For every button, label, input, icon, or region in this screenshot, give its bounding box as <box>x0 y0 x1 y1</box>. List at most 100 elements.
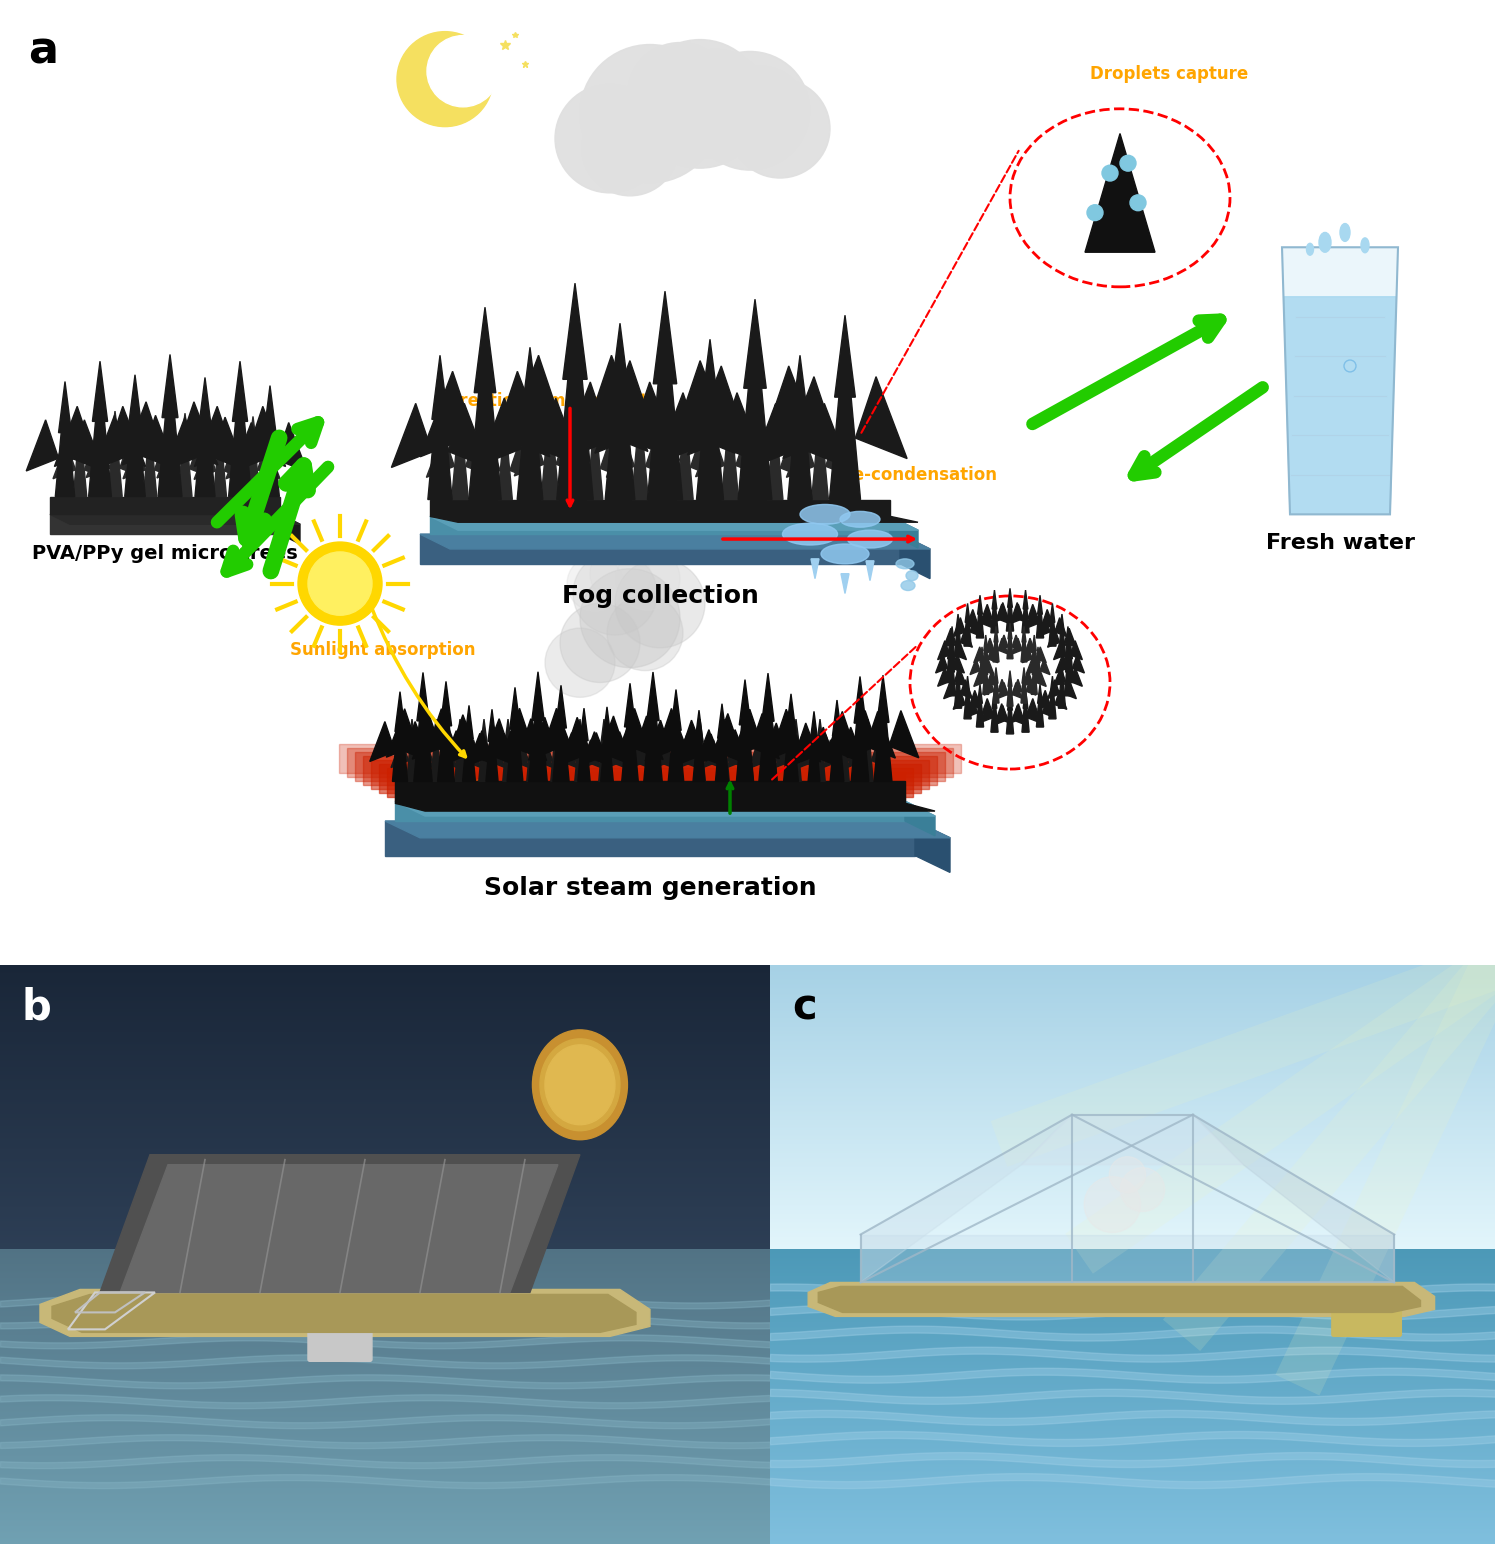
Polygon shape <box>386 821 949 838</box>
Polygon shape <box>976 701 984 727</box>
Polygon shape <box>154 443 176 479</box>
Polygon shape <box>580 709 588 741</box>
Polygon shape <box>1008 670 1012 687</box>
Polygon shape <box>948 670 955 696</box>
Ellipse shape <box>821 543 869 564</box>
Polygon shape <box>157 442 181 479</box>
Circle shape <box>1120 156 1136 171</box>
Polygon shape <box>510 442 534 480</box>
Polygon shape <box>601 736 613 781</box>
Polygon shape <box>559 740 577 767</box>
Polygon shape <box>562 283 588 380</box>
Polygon shape <box>392 403 432 468</box>
Polygon shape <box>816 720 824 747</box>
Polygon shape <box>981 647 984 662</box>
Circle shape <box>691 51 810 170</box>
Polygon shape <box>260 429 280 497</box>
Polygon shape <box>984 659 994 675</box>
Polygon shape <box>1060 665 1064 684</box>
Polygon shape <box>851 718 869 781</box>
Polygon shape <box>1012 602 1024 622</box>
Polygon shape <box>465 432 493 477</box>
Polygon shape <box>955 665 960 684</box>
Polygon shape <box>991 607 999 633</box>
Polygon shape <box>27 420 58 471</box>
Polygon shape <box>387 767 913 797</box>
Polygon shape <box>1055 655 1067 673</box>
Polygon shape <box>890 710 919 758</box>
Polygon shape <box>1023 670 1032 687</box>
Polygon shape <box>164 417 199 469</box>
Polygon shape <box>964 621 972 645</box>
Polygon shape <box>993 681 999 703</box>
Polygon shape <box>719 392 764 463</box>
Polygon shape <box>671 743 682 781</box>
Polygon shape <box>55 426 75 497</box>
Polygon shape <box>431 500 890 516</box>
Polygon shape <box>830 732 843 781</box>
Polygon shape <box>108 406 145 466</box>
Polygon shape <box>257 443 280 479</box>
Polygon shape <box>248 417 257 452</box>
Polygon shape <box>129 375 142 429</box>
Polygon shape <box>514 429 544 476</box>
Polygon shape <box>393 727 408 781</box>
Polygon shape <box>1049 604 1055 622</box>
Polygon shape <box>943 679 955 699</box>
Polygon shape <box>1029 704 1041 723</box>
Polygon shape <box>718 704 727 738</box>
Polygon shape <box>915 821 949 872</box>
Polygon shape <box>369 721 395 761</box>
Polygon shape <box>54 406 93 466</box>
Polygon shape <box>954 667 966 687</box>
Polygon shape <box>999 679 1008 695</box>
Polygon shape <box>631 740 649 767</box>
Polygon shape <box>719 743 730 781</box>
Polygon shape <box>1055 690 1067 709</box>
Polygon shape <box>386 821 915 855</box>
Polygon shape <box>631 438 649 500</box>
Polygon shape <box>900 534 930 579</box>
Polygon shape <box>602 707 611 740</box>
Polygon shape <box>809 738 819 781</box>
Polygon shape <box>622 721 638 781</box>
Polygon shape <box>861 1115 1072 1283</box>
Circle shape <box>591 543 650 604</box>
Polygon shape <box>440 740 457 767</box>
Polygon shape <box>529 715 547 781</box>
Circle shape <box>628 43 733 145</box>
Polygon shape <box>507 724 523 781</box>
Polygon shape <box>49 497 280 514</box>
Polygon shape <box>688 366 743 455</box>
Polygon shape <box>954 690 966 709</box>
Polygon shape <box>605 392 635 500</box>
Polygon shape <box>465 706 474 740</box>
Polygon shape <box>1072 655 1084 673</box>
Polygon shape <box>1023 607 1029 633</box>
Polygon shape <box>486 738 498 781</box>
Text: To water storage: To water storage <box>700 500 858 519</box>
Polygon shape <box>161 355 178 417</box>
Polygon shape <box>996 602 1008 622</box>
Polygon shape <box>501 412 510 451</box>
Polygon shape <box>1008 684 1014 706</box>
Polygon shape <box>1029 604 1041 624</box>
Polygon shape <box>673 720 680 747</box>
Polygon shape <box>224 445 245 480</box>
Text: Directional movement: Directional movement <box>440 392 647 409</box>
Circle shape <box>398 31 493 127</box>
Polygon shape <box>395 801 934 817</box>
Polygon shape <box>496 371 550 457</box>
Polygon shape <box>791 735 810 766</box>
Circle shape <box>635 40 765 168</box>
Polygon shape <box>701 340 719 411</box>
Polygon shape <box>834 315 855 397</box>
Polygon shape <box>810 712 818 743</box>
Polygon shape <box>76 417 85 452</box>
Polygon shape <box>431 516 890 534</box>
Polygon shape <box>94 415 129 469</box>
Polygon shape <box>866 712 896 758</box>
Polygon shape <box>649 720 655 747</box>
Polygon shape <box>510 687 520 729</box>
Polygon shape <box>529 720 535 747</box>
